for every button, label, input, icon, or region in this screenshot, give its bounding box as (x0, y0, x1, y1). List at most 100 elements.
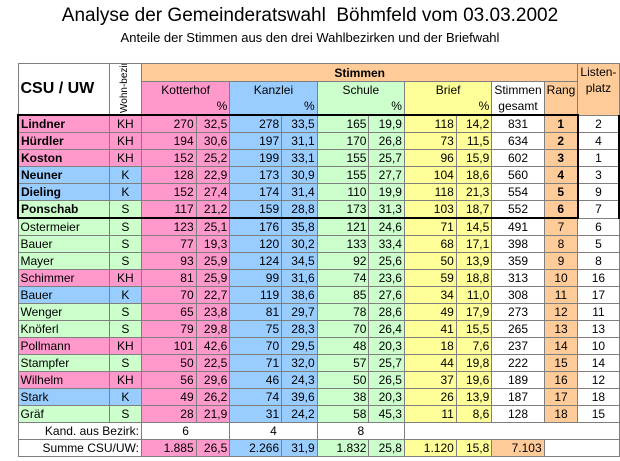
brief-votes: 50 (403, 252, 457, 270)
brief-pct: 18,7 (455, 200, 493, 219)
brief-votes: 37 (403, 371, 457, 389)
candidate-bezirk: S (108, 235, 142, 253)
kotterhof-votes: 70 (140, 286, 197, 304)
kanzlei-pct: 31,4 (281, 183, 318, 201)
total-votes: 552 (491, 200, 545, 219)
candidate-bezirk: S (108, 217, 142, 236)
brief-pct: 8,6 (455, 405, 493, 423)
table-row: Knöferl S 79 29,8 75 28,3 70 26,4 41 15,5 265 13 13 (17, 320, 620, 338)
kanzlei-votes: 124 (229, 252, 283, 270)
candidate-name: Ponschab (16, 200, 110, 219)
sum-gesamt: 7.103 (491, 439, 545, 457)
summe-label: Summe CSU/UW: (17, 439, 142, 457)
schule-votes: 133 (316, 235, 370, 253)
brief-pct: 17,1 (455, 235, 493, 253)
brief-votes: 59 (403, 269, 457, 287)
total-votes: 189 (491, 371, 545, 389)
candidate-name: Mayer (17, 252, 110, 270)
schule-pct: 19,9 (368, 183, 405, 201)
kotterhof-votes: 117 (140, 200, 197, 219)
candidate-name: Stampfer (17, 354, 110, 372)
candidate-name: Knöferl (17, 320, 110, 338)
total-votes: 273 (491, 303, 545, 321)
candidate-name: Koston (16, 149, 110, 167)
schule-pct: 26,8 (368, 132, 405, 150)
brief-pct: 19,6 (455, 371, 493, 389)
kotterhof-pct: 22,5 (195, 354, 231, 372)
candidate-name: Ostermeier (17, 217, 110, 236)
schule-pct: 25,6 (368, 252, 405, 270)
candidate-bezirk: KH (108, 269, 142, 287)
candidate-bezirk: S (108, 303, 142, 321)
schule-pct: 25,7 (368, 149, 405, 167)
candidate-bezirk: KH (108, 371, 142, 389)
kanzlei-pct: 35,8 (281, 217, 318, 236)
schule-pct: 20,3 (368, 337, 405, 355)
kanzlei-votes: 176 (229, 217, 283, 236)
kanzlei-votes: 75 (229, 320, 283, 338)
table-row: Ponschab S 117 21,2 159 28,8 173 31,3 103 18,7 552… (16, 200, 620, 219)
sum-kotterhof: 1.885 (140, 439, 197, 457)
candidate-name: Pollmann (17, 337, 110, 355)
table-row: Pollmann KH 101 42,6 70 29,5 48 20,3 18 7,6 237 14 1… (17, 337, 620, 355)
kanzlei-votes: 119 (229, 286, 283, 304)
candidate-name: Stark (17, 388, 110, 406)
kand-schule: 8 (316, 422, 405, 440)
list-position: 5 (577, 235, 620, 253)
kotterhof-pct-header: % (196, 98, 231, 116)
rank: 9 (543, 252, 579, 270)
candidate-name: Neuner (16, 166, 110, 184)
list-position: 11 (577, 303, 620, 321)
schule-votes: 92 (316, 252, 370, 270)
kanzlei-pct: 31,6 (281, 269, 318, 287)
kotterhof-pct: 29,6 (195, 371, 231, 389)
schule-votes: 155 (316, 149, 370, 167)
kanzlei-votes: 278 (229, 114, 283, 133)
schule-votes: 48 (316, 337, 370, 355)
schule-votes: 110 (316, 183, 370, 201)
kand-label: Kand. aus Bezirk: (17, 422, 142, 440)
rank: 4 (543, 166, 579, 184)
candidate-name: Dieling (16, 183, 110, 201)
kotterhof-votes: 79 (140, 320, 197, 338)
brief-votes: 68 (403, 235, 457, 253)
list-position: 4 (577, 132, 620, 150)
schule-votes: 78 (316, 303, 370, 321)
schule-pct: 20,3 (368, 388, 405, 406)
table-row: Stark K 49 26,2 74 39,6 38 20,3 26 13,9 187 17 18 (17, 388, 620, 406)
list-position: 17 (577, 286, 620, 304)
kanzlei-pct: 24,2 (281, 405, 318, 423)
kotterhof-votes: 65 (140, 303, 197, 321)
kotterhof-pct: 27,4 (195, 183, 231, 201)
rank: 17 (543, 388, 579, 406)
kanzlei-votes: 74 (229, 388, 283, 406)
results-table: CSU / UW Wohn-bezirk Stimmen Listen-plat… (16, 63, 620, 457)
candidate-name: Wilhelm (17, 371, 110, 389)
list-position: 7 (577, 200, 620, 219)
kanzlei-votes: 199 (229, 149, 283, 167)
kanzlei-votes: 173 (229, 166, 283, 184)
candidate-bezirk: KH (108, 132, 142, 150)
rank: 5 (543, 183, 579, 201)
table-row: Gräf S 28 21,9 31 24,2 58 45,3 11 8,6 128 18 15 (17, 405, 620, 423)
candidate-name: Bauer (17, 235, 110, 253)
kotterhof-pct: 22,7 (195, 286, 231, 304)
kanzlei-pct: 30,9 (281, 166, 318, 184)
listenplatz-header: Listen-platz (577, 63, 620, 116)
kanzlei-pct: 34,5 (281, 252, 318, 270)
list-position: 18 (577, 388, 620, 406)
kanzlei-votes: 70 (229, 337, 283, 355)
list-position: 16 (577, 269, 620, 287)
brief-pct: 19,8 (455, 354, 493, 372)
candidate-bezirk: S (108, 200, 142, 219)
sum-brief-pct: 15,8 (455, 439, 493, 457)
kanzlei-pct: 28,3 (281, 320, 318, 338)
table-row: Lindner KH 270 32,5 278 33,5 165 19,9 118 14,2 831… (16, 114, 620, 133)
brief-pct: 14,5 (455, 217, 493, 236)
list-position: 10 (577, 337, 620, 355)
kotterhof-header: Kotterhof (140, 81, 231, 98)
kanzlei-votes: 99 (229, 269, 283, 287)
candidate-name: Schimmer (17, 269, 110, 287)
stimmen-header: Stimmen (140, 63, 579, 82)
sum-kotterhof-pct: 26,5 (195, 439, 231, 457)
